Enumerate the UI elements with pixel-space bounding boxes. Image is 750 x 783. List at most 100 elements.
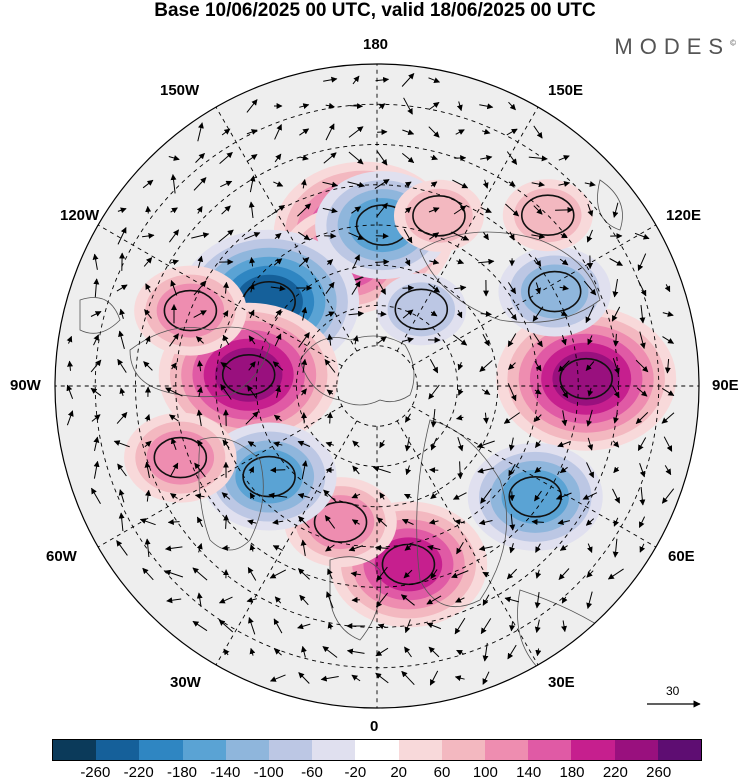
anomaly-contour (235, 449, 303, 504)
wind-arrow (586, 570, 594, 578)
wind-arrow (168, 155, 180, 161)
wind-arrow (249, 647, 256, 656)
meridian-line (215, 420, 358, 666)
wind-arrow (402, 129, 415, 136)
colorbar-tick-label: 60 (433, 764, 451, 781)
wind-arrow (299, 594, 309, 606)
wind-arrow (247, 519, 257, 526)
wind-arrow (66, 410, 74, 426)
wind-arrow (142, 567, 154, 581)
wind-arrow (93, 278, 100, 298)
wind-arrow (324, 359, 336, 373)
colorbar-swatch (441, 740, 486, 760)
wind-arrow (452, 179, 469, 189)
wind-arrow (402, 309, 414, 319)
wind-arrow (480, 618, 492, 635)
wind-arrow (348, 151, 364, 165)
wind-arrow (634, 232, 650, 240)
wind-arrow (248, 283, 255, 293)
circulation-contour (394, 288, 449, 331)
wind-arrow (457, 461, 464, 480)
wind-arrow (197, 360, 203, 372)
wind-arrow (351, 674, 361, 682)
wind-arrow (145, 283, 151, 293)
colorbar-swatch (225, 740, 270, 760)
colorbar-swatch (398, 740, 442, 760)
wind-arrow (535, 282, 541, 295)
colorbar-swatch (614, 740, 658, 760)
wind-arrow (663, 436, 673, 452)
wind-arrow (479, 103, 494, 110)
wind-arrow (400, 594, 415, 606)
wind-arrow (326, 259, 334, 266)
wind-arrow (403, 228, 413, 244)
wind-arrow (379, 492, 386, 500)
wind-arrow (404, 413, 412, 423)
wind-arrow (508, 463, 516, 477)
wind-arrow (454, 617, 466, 635)
wind-arrow (613, 466, 620, 474)
wind-arrow (401, 670, 415, 686)
wind-arrow (164, 569, 184, 578)
wind-arrow (455, 129, 465, 135)
wind-arrow (585, 305, 595, 324)
wind-arrow (197, 255, 204, 268)
wind-arrow (637, 437, 647, 452)
wind-arrow (506, 151, 518, 165)
wind-arrow (348, 232, 365, 240)
wind-arrow (170, 437, 177, 450)
wind-arrow (139, 518, 156, 526)
wind-arrow (428, 384, 440, 400)
wind-arrow (143, 361, 153, 371)
wind-arrow (273, 258, 283, 266)
wind-arrow (298, 257, 310, 267)
wind-arrow (299, 154, 309, 161)
wind-arrow (403, 493, 412, 500)
circulation-contour (381, 543, 436, 586)
lon-label-90w: 90W (10, 377, 41, 394)
wind-arrow (482, 671, 490, 685)
circulation-contour (313, 501, 368, 543)
wind-arrow (480, 207, 492, 213)
wind-arrow (430, 437, 438, 451)
wind-arrow (274, 596, 282, 604)
wind-arrow (534, 440, 542, 448)
meridian-line (396, 106, 539, 352)
lon-label-180: 180 (363, 36, 389, 53)
wind-arrow (534, 388, 542, 395)
wind-arrow (249, 543, 256, 552)
wind-arrow (482, 594, 490, 606)
wind-arrow (246, 597, 258, 603)
wind-arrow (479, 360, 493, 372)
wind-arrow (508, 180, 516, 187)
wind-arrow (430, 408, 437, 428)
wind-arrow (535, 543, 541, 553)
wind-arrow (218, 596, 233, 604)
lon-label-0: 0 (370, 718, 379, 735)
wind-arrow (272, 519, 284, 525)
colorbar (52, 739, 702, 761)
brand-text: MODES (614, 34, 731, 59)
wind-arrow (194, 462, 206, 478)
wind-arrow (351, 206, 362, 214)
wind-arrow (506, 128, 518, 136)
wind-arrow (454, 284, 467, 291)
wind-arrow (375, 76, 390, 83)
wind-arrow (297, 492, 310, 499)
wind-arrow (118, 512, 125, 532)
colorbar-tick-label: -180 (166, 764, 198, 781)
wind-arrow (273, 648, 282, 656)
wind-arrow (375, 544, 389, 551)
wind-arrow (350, 571, 361, 578)
wind-arrow (376, 566, 388, 582)
wind-arrow (587, 437, 594, 451)
wind-arrow (90, 311, 102, 317)
wind-arrow (191, 232, 210, 239)
wind-arrow (561, 335, 567, 346)
wind-arrow (586, 543, 593, 553)
wind-arrow (664, 358, 671, 374)
wind-arrow (639, 331, 646, 349)
wind-arrow (221, 128, 231, 136)
wind-arrow (376, 150, 388, 166)
